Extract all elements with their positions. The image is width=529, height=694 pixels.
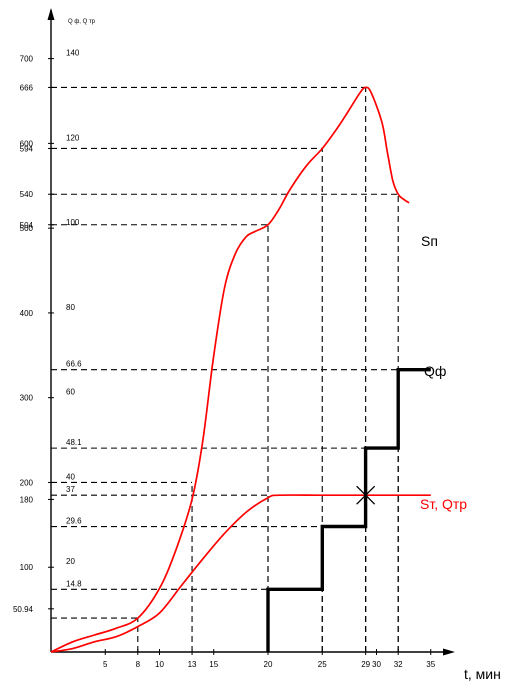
y-tick-label-right-60: 60 bbox=[66, 388, 75, 397]
x-tick-label-25: 25 bbox=[318, 660, 327, 669]
series-line-st-qtr bbox=[50, 494, 431, 653]
y-tick-label-right-29-6: 29.6 bbox=[66, 517, 82, 526]
y-tick-label-left-540: 540 bbox=[20, 190, 34, 199]
y-tick-label-left-504: 504 bbox=[20, 221, 34, 230]
y-tick-label-right-40: 40 bbox=[66, 472, 75, 481]
y-tick-label-right-14-8: 14.8 bbox=[66, 579, 82, 588]
y-tick-label-left-500: 500 bbox=[20, 224, 34, 233]
series-line-sp bbox=[50, 86, 410, 653]
y-axis-arrow bbox=[47, 8, 55, 20]
y-tick-label-right-20: 20 bbox=[66, 557, 75, 566]
tick-labels: 5 8 10 13 15 20 25 29 30 32 35 50.94 100 180 200 300 400… bbox=[13, 49, 436, 669]
x-tick-label-32: 32 bbox=[394, 660, 403, 669]
y-tick-label-left-200: 200 bbox=[20, 478, 34, 487]
y-tick-label-left-594: 594 bbox=[20, 144, 34, 153]
x-tick-label-29: 29 bbox=[361, 660, 370, 669]
y-tick-label-left-666: 666 bbox=[20, 83, 34, 92]
y-tick-label-left-180: 180 bbox=[20, 495, 34, 504]
x-axis-title: t, мин bbox=[464, 666, 501, 682]
x-tick-label-13: 13 bbox=[188, 660, 197, 669]
series-label-st: Sт, Qтр bbox=[420, 496, 467, 512]
x-tick-label-8: 8 bbox=[136, 660, 141, 669]
y-tick-label-left-400: 400 bbox=[20, 309, 34, 318]
y-tick-label-left-300: 300 bbox=[20, 394, 34, 403]
y-tick-label-left-700: 700 bbox=[20, 55, 34, 64]
x-tick-label-35: 35 bbox=[426, 660, 435, 669]
series-lines bbox=[50, 86, 431, 653]
markers bbox=[356, 485, 376, 505]
y-axis-title: Q ф, Q тр bbox=[68, 19, 96, 25]
y-tick-label-right-80: 80 bbox=[66, 303, 75, 312]
series-label-sp: Sп bbox=[421, 233, 438, 249]
series-line-qf bbox=[266, 368, 431, 652]
series-label-qf: Qф bbox=[424, 363, 446, 379]
x-axis-arrow bbox=[443, 648, 455, 656]
x-tick-label-10: 10 bbox=[155, 660, 164, 669]
axes bbox=[47, 8, 455, 656]
x-tick-label-5: 5 bbox=[103, 660, 108, 669]
y-tick-label-right-37: 37 bbox=[66, 485, 75, 494]
y-tick-label-left-50-94: 50.94 bbox=[13, 605, 34, 614]
y-tick-label-right-140: 140 bbox=[66, 49, 80, 58]
x-tick-label-20: 20 bbox=[264, 660, 273, 669]
y-tick-label-right-100: 100 bbox=[66, 218, 80, 227]
y-tick-label-right-120: 120 bbox=[66, 133, 80, 142]
tick-marks bbox=[48, 58, 432, 655]
cross-marker-stroke bbox=[356, 485, 376, 505]
reference-lines bbox=[51, 86, 399, 652]
y-tick-label-left-600: 600 bbox=[20, 139, 34, 148]
x-tick-label-30: 30 bbox=[372, 660, 381, 669]
cross-marker bbox=[356, 485, 376, 505]
y-tick-label-right-48-1: 48.1 bbox=[66, 438, 82, 447]
y-tick-label-left-100: 100 bbox=[20, 563, 34, 572]
x-tick-label-15: 15 bbox=[209, 660, 218, 669]
y-tick-label-right-66-6: 66.6 bbox=[66, 360, 82, 369]
